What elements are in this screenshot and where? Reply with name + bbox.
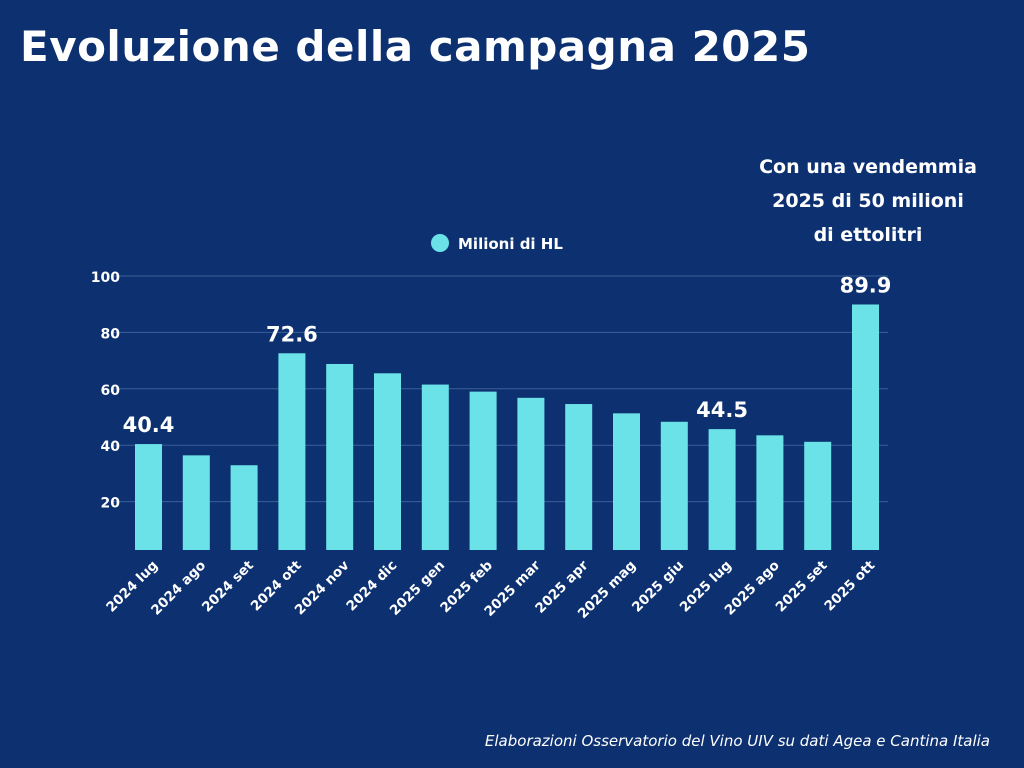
data-label: 72.6 — [266, 322, 318, 346]
y-tick-label: 20 — [101, 496, 121, 512]
data-label: 40.4 — [123, 413, 175, 437]
data-labels: 40.4 72.6 44.5 89.9 — [123, 273, 892, 437]
x-tick-label: 2024 set — [199, 557, 257, 615]
y-tick-label: 60 — [101, 383, 121, 399]
bar — [565, 404, 593, 550]
bar — [230, 465, 258, 550]
data-label: 44.5 — [696, 398, 748, 422]
bar-chart: 20 40 60 80 100 40.4 72.6 44.5 89.9 2024 lug202… — [91, 234, 892, 622]
x-tick-label: 2025 ott — [821, 557, 878, 614]
callout-line: di ettolitri — [813, 224, 923, 246]
legend-swatch-icon — [431, 234, 449, 252]
bar — [421, 384, 449, 550]
y-tick-label: 80 — [101, 326, 121, 342]
legend-label: Milioni di HL — [458, 235, 563, 253]
y-tick-label: 100 — [91, 270, 120, 286]
source-note: Elaborazioni Osservatorio del Vino UIV s… — [484, 732, 990, 750]
bar — [469, 391, 497, 550]
page-title: Evoluzione della campagna 2025 — [20, 22, 811, 71]
data-label: 89.9 — [840, 273, 892, 297]
x-tick-label: 2025 set — [773, 557, 831, 615]
bar — [135, 444, 162, 550]
callout-line: Con una vendemmia — [759, 156, 977, 178]
bar — [613, 413, 640, 550]
bar — [326, 363, 354, 550]
y-axis-ticks: 20 40 60 80 100 — [91, 270, 120, 512]
callout-line: 2025 di 50 milioni — [772, 190, 964, 212]
bar — [660, 421, 688, 550]
legend: Milioni di HL — [431, 234, 563, 253]
bar — [182, 455, 210, 550]
bar — [804, 441, 832, 550]
callout-note: Con una vendemmia 2025 di 50 milioni di … — [718, 150, 1018, 252]
bars — [135, 304, 879, 550]
bar — [278, 353, 306, 550]
bar — [756, 435, 784, 550]
bar — [852, 304, 879, 550]
bar — [374, 373, 401, 550]
bar — [517, 397, 545, 550]
y-tick-label: 40 — [101, 439, 121, 455]
bar — [708, 429, 736, 550]
